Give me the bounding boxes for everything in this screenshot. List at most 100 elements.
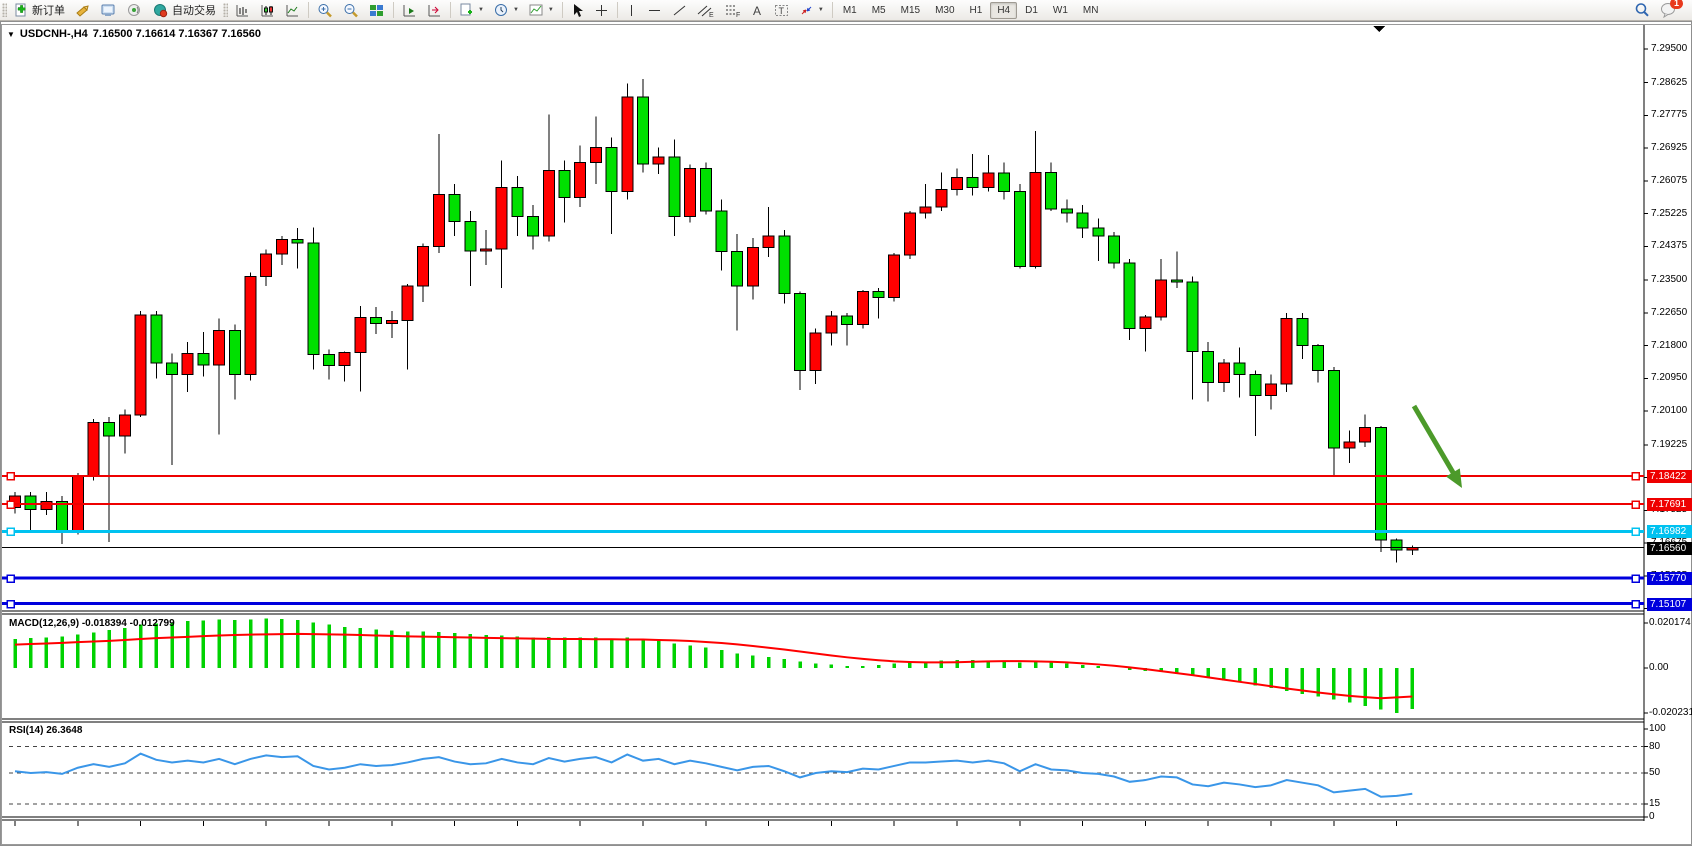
chevron-down-icon: ▼ bbox=[512, 7, 519, 13]
vertical-line-icon bbox=[626, 3, 637, 18]
svg-text:E: E bbox=[709, 12, 714, 18]
candle-body bbox=[1123, 262, 1136, 329]
notifications-button[interactable]: 1 bbox=[1655, 0, 1683, 20]
horizontal-line-tool-button[interactable] bbox=[642, 1, 667, 20]
terminal-icon bbox=[101, 3, 117, 18]
styles-button[interactable] bbox=[70, 1, 96, 20]
candlestick-chart-button[interactable] bbox=[255, 1, 280, 20]
candle-body bbox=[998, 172, 1011, 193]
candle-body bbox=[982, 172, 995, 189]
rsi-panel-label: RSI(14) 26.3648 bbox=[9, 725, 82, 736]
text-label-tool-button[interactable]: T bbox=[769, 1, 794, 20]
candle-body bbox=[1029, 171, 1042, 268]
fibonacci-tool-button[interactable]: F bbox=[719, 1, 746, 20]
fibonacci-icon: F bbox=[724, 3, 741, 18]
candle-body bbox=[103, 422, 116, 437]
timeframe-button-d1[interactable]: D1 bbox=[1025, 4, 1038, 16]
chart-window: ▼ USDCNH-,H4 7.16500 7.16614 7.16367 7.1… bbox=[0, 21, 1692, 846]
trend-arrow-head[interactable] bbox=[1446, 468, 1462, 488]
candle-body bbox=[480, 248, 492, 252]
zoom-in-button[interactable] bbox=[312, 1, 338, 20]
vertical-line-tool-button[interactable] bbox=[621, 1, 642, 20]
toolbar: 新订单 自动交易 bbox=[0, 0, 1692, 21]
candle-body bbox=[762, 235, 775, 248]
terminal-button[interactable] bbox=[96, 1, 122, 20]
search-button[interactable] bbox=[1629, 1, 1655, 20]
chart-shift-button[interactable] bbox=[422, 1, 447, 20]
candle-body bbox=[684, 167, 697, 218]
price-tick-label: 7.23500 bbox=[1651, 274, 1688, 286]
candle-body bbox=[323, 354, 335, 367]
zoom-out-button[interactable] bbox=[338, 1, 364, 20]
indicators-button[interactable]: ▼ bbox=[524, 1, 559, 20]
line-handle[interactable] bbox=[1631, 599, 1640, 609]
text-tool-button[interactable]: A bbox=[746, 1, 769, 20]
candle-body bbox=[1280, 318, 1293, 385]
channel-tool-button[interactable]: E bbox=[692, 1, 719, 20]
line-handle[interactable] bbox=[6, 574, 15, 583]
rsi-indicator-value: 26.3648 bbox=[46, 725, 83, 736]
line-handle[interactable] bbox=[1631, 472, 1640, 481]
chart-shift-marker[interactable] bbox=[1373, 26, 1385, 32]
timeframe-button-m5[interactable]: M5 bbox=[871, 4, 886, 16]
line-handle[interactable] bbox=[6, 472, 15, 481]
line-chart-button[interactable] bbox=[280, 1, 305, 20]
periods-button[interactable]: ▼ bbox=[489, 1, 524, 20]
new-chart-icon bbox=[459, 3, 474, 18]
autotrading-button[interactable]: 自动交易 bbox=[148, 1, 221, 20]
candle-body bbox=[213, 329, 226, 366]
timeframe-group: M1 M5 M15 M30 H1 H4 D1 W1 MN bbox=[836, 1, 1106, 19]
candle-body bbox=[778, 235, 791, 295]
candle-body bbox=[731, 250, 744, 287]
signals-button[interactable] bbox=[122, 1, 148, 20]
new-order-button[interactable]: 新订单 bbox=[9, 1, 70, 20]
timeframe-button-m30[interactable]: M30 bbox=[935, 4, 955, 16]
autotrading-label: 自动交易 bbox=[172, 5, 216, 17]
line-handle[interactable] bbox=[6, 527, 15, 537]
tile-windows-button[interactable] bbox=[364, 1, 390, 20]
candle-body bbox=[338, 352, 351, 367]
arrows-tool-button[interactable]: ▼ bbox=[794, 1, 829, 20]
auto-scroll-button[interactable] bbox=[397, 1, 422, 20]
toolbar-grip[interactable] bbox=[2, 3, 7, 17]
arrow-objects-icon bbox=[799, 3, 814, 18]
candle-body bbox=[244, 275, 257, 376]
text-label-icon: T bbox=[774, 3, 789, 18]
chart-frame bbox=[1, 24, 1692, 845]
hline-price-tag: 7.17691 bbox=[1647, 498, 1692, 511]
crosshair-tool-button[interactable] bbox=[589, 1, 614, 20]
new-chart-button[interactable]: ▼ bbox=[454, 1, 489, 20]
candle-body bbox=[856, 291, 869, 325]
candle-body bbox=[825, 315, 838, 334]
equidistant-channel-icon: E bbox=[697, 3, 714, 18]
line-handle[interactable] bbox=[6, 500, 15, 509]
candle-body bbox=[1092, 227, 1105, 237]
line-handle[interactable] bbox=[1631, 527, 1640, 537]
new-order-label: 新订单 bbox=[32, 5, 65, 17]
candle-body bbox=[166, 362, 178, 376]
candle-body bbox=[966, 176, 979, 189]
timeframe-button-h4[interactable]: H4 bbox=[990, 1, 1018, 19]
timeframe-button-h1[interactable]: H1 bbox=[969, 4, 983, 16]
toolbar-grip[interactable] bbox=[223, 3, 228, 17]
timeframe-button-m15[interactable]: M15 bbox=[900, 4, 921, 16]
candle-body bbox=[1186, 281, 1199, 352]
price-tick-label: 7.20100 bbox=[1651, 405, 1688, 417]
trend-arrow-annotation[interactable] bbox=[1411, 404, 1461, 483]
text-icon: A bbox=[751, 3, 764, 18]
rsi-tick-label: 80 bbox=[1649, 740, 1661, 752]
timeframe-button-w1[interactable]: W1 bbox=[1052, 4, 1068, 16]
price-tick-label: 7.20950 bbox=[1651, 372, 1688, 384]
trendline-tool-button[interactable] bbox=[667, 1, 692, 20]
timeframe-button-mn[interactable]: MN bbox=[1082, 4, 1099, 16]
candle-body bbox=[24, 495, 37, 510]
timeframe-button-m1[interactable]: M1 bbox=[842, 4, 857, 16]
cursor-tool-button[interactable] bbox=[566, 1, 589, 20]
bar-chart-button[interactable] bbox=[230, 1, 255, 20]
line-handle[interactable] bbox=[6, 599, 15, 609]
line-handle[interactable] bbox=[1631, 500, 1640, 509]
candle-body bbox=[118, 414, 131, 437]
one-click-trading-toggle-icon[interactable]: ▼ bbox=[7, 29, 15, 39]
line-handle[interactable] bbox=[1631, 574, 1640, 583]
